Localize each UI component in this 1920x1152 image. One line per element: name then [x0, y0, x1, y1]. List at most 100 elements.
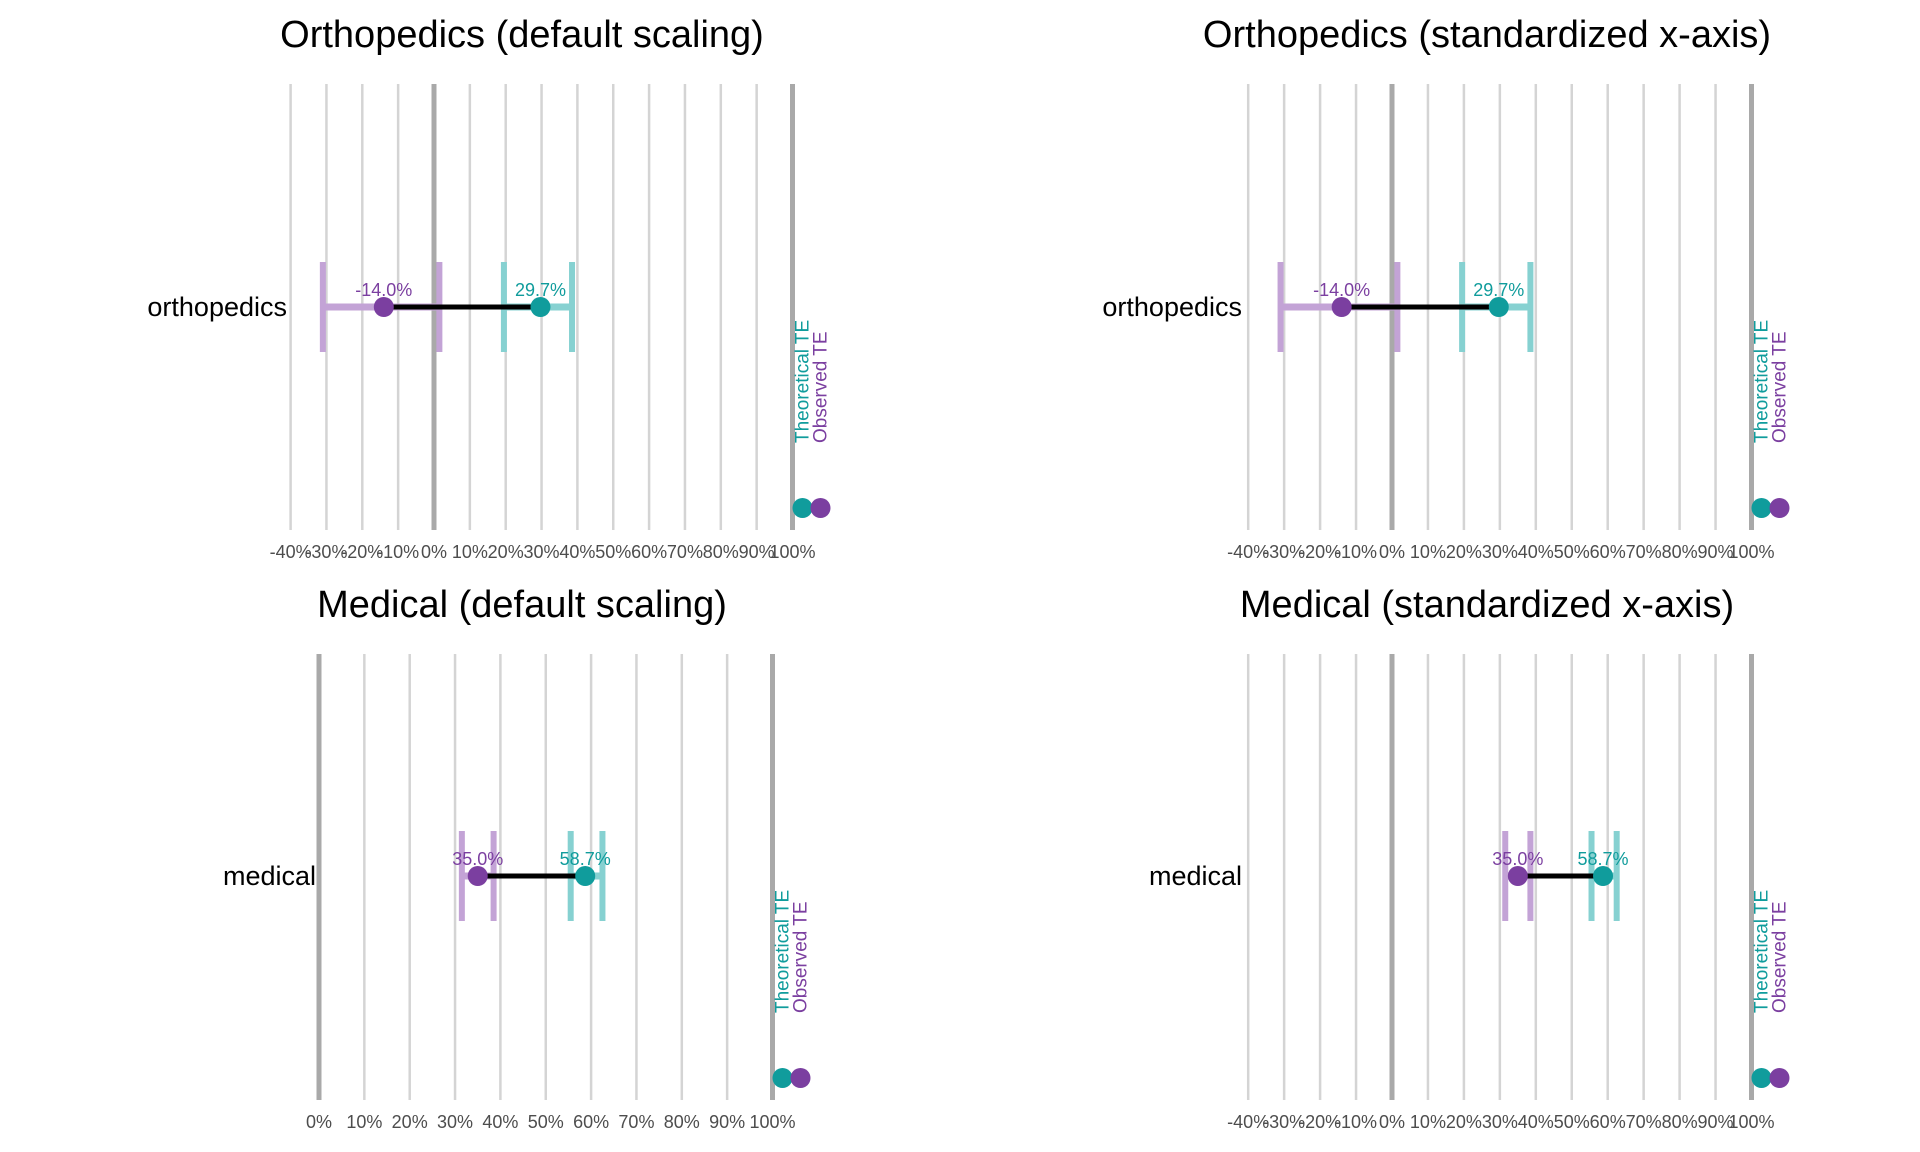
panel-title: Orthopedics (default scaling) — [280, 14, 764, 56]
panel-4: Medical (standardized x-axis) -40%-30%-20… — [1149, 584, 1791, 1132]
x-tick-label: -40% — [1227, 1112, 1269, 1132]
legend-observed-dot — [810, 498, 831, 518]
x-tick-label: 40% — [1518, 542, 1554, 562]
x-tick-label: 0% — [421, 542, 447, 562]
x-tick-label: 40% — [1518, 1112, 1554, 1132]
panel-title: Orthopedics (standardized x-axis) — [1203, 14, 1771, 56]
x-tick-label: 80% — [664, 1112, 700, 1132]
x-tick-label: 20% — [488, 542, 524, 562]
x-tick-label: 50% — [528, 1112, 564, 1132]
theoretical-value-label: 58.7% — [560, 849, 611, 869]
legend-theoretical-dot — [772, 1068, 793, 1088]
category-label: orthopedics — [1102, 292, 1242, 322]
x-tick-label: 90% — [1698, 1112, 1734, 1132]
x-tick-label: -20% — [1299, 542, 1341, 562]
legend-observed-label: Observed TE — [1770, 901, 1791, 1013]
x-tick-label: -40% — [270, 542, 312, 562]
panel-3: Medical (default scaling) 0% 10% 20% 30% 40% 5… — [223, 584, 812, 1132]
x-tick-label: 60% — [573, 1112, 609, 1132]
legend-observed-dot — [1769, 498, 1790, 518]
x-tick-label: -10% — [377, 542, 419, 562]
x-tick-label: 80% — [1662, 1112, 1698, 1132]
x-tick-label: 100% — [1728, 1112, 1774, 1132]
x-tick-label: 70% — [1626, 1112, 1662, 1132]
x-tick-label: 60% — [1590, 1112, 1626, 1132]
observed-value-label: 35.0% — [1492, 849, 1543, 869]
x-tick-label: 0% — [1379, 1112, 1405, 1132]
x-tick-label: 100% — [769, 542, 815, 562]
x-tick-label: 90% — [709, 1112, 745, 1132]
x-tick-label: -30% — [1263, 542, 1305, 562]
theoretical-point — [575, 866, 596, 886]
observed-value-label: -14.0% — [1313, 280, 1370, 300]
x-tick-label: -20% — [1299, 1112, 1341, 1132]
legend-theoretical-label: Theoretical TE — [773, 890, 794, 1013]
legend-theoretical-label: Theoretical TE — [793, 320, 814, 443]
x-tick-label: 90% — [1698, 542, 1734, 562]
x-tick-label: 70% — [618, 1112, 654, 1132]
panel-title: Medical (default scaling) — [317, 584, 727, 626]
x-tick-label: -30% — [1263, 1112, 1305, 1132]
category-label: orthopedics — [147, 292, 287, 322]
legend-theoretical-label: Theoretical TE — [1752, 890, 1773, 1013]
x-tick-label: 50% — [1554, 542, 1590, 562]
x-tick-label: 40% — [559, 542, 595, 562]
x-tick-label: 40% — [482, 1112, 518, 1132]
legend-observed-label: Observed TE — [811, 331, 832, 443]
x-tick-label: 0% — [306, 1112, 332, 1132]
x-tick-label: -20% — [341, 542, 383, 562]
x-tick-label: 100% — [749, 1112, 795, 1132]
x-tick-label: 60% — [631, 542, 667, 562]
category-label: medical — [1149, 861, 1242, 891]
x-tick-label: 60% — [1590, 542, 1626, 562]
observed-point — [1331, 297, 1352, 317]
x-tick-label: 30% — [1482, 542, 1518, 562]
x-tick-label: 10% — [1410, 542, 1446, 562]
x-tick-label: 20% — [1446, 542, 1482, 562]
x-tick-label: 90% — [739, 542, 775, 562]
x-tick-label: 100% — [1728, 542, 1774, 562]
x-tick-label: 0% — [1379, 542, 1405, 562]
theoretical-point — [1593, 866, 1614, 886]
observed-point — [1507, 866, 1528, 886]
legend-observed-label: Observed TE — [791, 901, 812, 1013]
legend-observed-dot — [790, 1068, 811, 1088]
panel-title: Medical (standardized x-axis) — [1240, 584, 1734, 626]
observed-value-label: 35.0% — [452, 849, 503, 869]
theoretical-value-label: 29.7% — [515, 280, 566, 300]
x-tick-label: -10% — [1335, 1112, 1377, 1132]
category-label: medical — [223, 861, 316, 891]
legend-observed-dot — [1769, 1068, 1790, 1088]
theoretical-value-label: 58.7% — [1578, 849, 1629, 869]
x-tick-label: 80% — [703, 542, 739, 562]
theoretical-value-label: 29.7% — [1473, 280, 1524, 300]
x-tick-label: 20% — [1446, 1112, 1482, 1132]
x-tick-label: -30% — [305, 542, 347, 562]
legend-theoretical-dot — [1751, 498, 1772, 518]
panel-1: Orthopedics (default scaling) -40%-30%-20… — [147, 14, 831, 562]
x-tick-label: 70% — [1626, 542, 1662, 562]
x-tick-label: 50% — [595, 542, 631, 562]
legend-theoretical-dot — [792, 498, 813, 518]
legend-observed-label: Observed TE — [1770, 331, 1791, 443]
x-tick-label: -10% — [1335, 542, 1377, 562]
theoretical-point — [1488, 297, 1509, 317]
x-tick-label: 80% — [1662, 542, 1698, 562]
observed-point — [467, 866, 488, 886]
x-tick-label: 10% — [346, 1112, 382, 1132]
x-tick-label: 50% — [1554, 1112, 1590, 1132]
x-tick-label: 30% — [1482, 1112, 1518, 1132]
panel-2: Orthopedics (standardized x-axis) -40%-30… — [1102, 14, 1790, 562]
legend-theoretical-dot — [1751, 1068, 1772, 1088]
theoretical-point — [530, 297, 551, 317]
x-tick-label: 10% — [452, 542, 488, 562]
x-tick-label: 30% — [437, 1112, 473, 1132]
x-tick-label: 10% — [1410, 1112, 1446, 1132]
x-tick-label: -40% — [1227, 542, 1269, 562]
legend-theoretical-label: Theoretical TE — [1752, 320, 1773, 443]
x-tick-label: 20% — [392, 1112, 428, 1132]
observed-point — [373, 297, 394, 317]
observed-value-label: -14.0% — [355, 280, 412, 300]
x-tick-label: 70% — [667, 542, 703, 562]
